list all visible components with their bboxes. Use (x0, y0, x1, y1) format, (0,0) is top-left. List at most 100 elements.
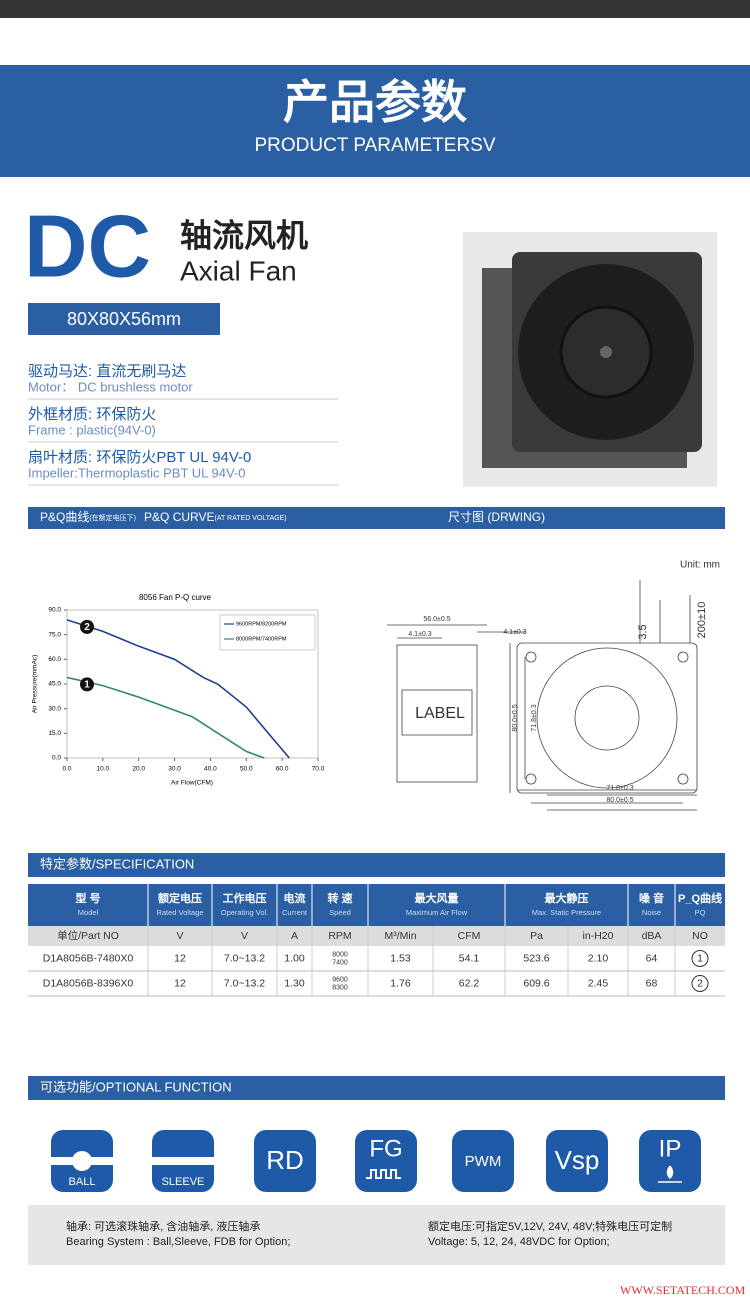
table-cell: 1.53 (390, 952, 411, 964)
table-cell: D1A8056B-8396X0 (43, 977, 134, 989)
option-label: IP (659, 1135, 682, 1162)
y-tick-label: 75.0 (48, 631, 61, 638)
table-cell: 7400 (332, 959, 348, 966)
header-en: PQ (695, 908, 706, 917)
option-ball (72, 1151, 92, 1171)
table-cell: 9600 (332, 976, 348, 983)
option-label: FG (369, 1135, 402, 1162)
note-en: Bearing System : Ball,Sleeve, FDB for Op… (66, 1236, 290, 1248)
unit-cell: CFM (458, 930, 481, 942)
table-cell: 8000 (332, 951, 348, 958)
table-cell: 64 (646, 952, 658, 964)
size: 80X80X56mm (67, 309, 181, 329)
header-cn: 额定电压 (158, 891, 202, 905)
table-cell: 54.1 (459, 952, 480, 964)
section-bar (28, 507, 725, 529)
table-cell: 2.10 (588, 952, 609, 964)
y-tick-label: 45.0 (48, 681, 61, 688)
x-tick-label: 0.0 (62, 766, 71, 773)
note-cn: 额定电压:可指定5V,12V, 24V, 48V;特殊电压可定制 (428, 1219, 672, 1233)
x-tick-label: 50.0 (240, 766, 253, 773)
x-axis-label: Air Flow(CFM) (171, 780, 213, 787)
spec-cn: 扇叶材质: 环保防火PBT UL 94V-0 (28, 449, 251, 466)
curve-title: P&Q曲线(在额定电压下) P&Q CURVE(AT RATED VOLTAGE) (40, 510, 287, 524)
spec-title: 特定参数/SPECIFICATION (40, 856, 194, 871)
header-cn: 型 号 (75, 891, 100, 905)
table-cell: 2 (697, 977, 703, 989)
dim-hole-width: 71.8±0.3 (606, 785, 633, 792)
page-title: 产品参数 (283, 76, 467, 128)
unit-cell: V (241, 930, 248, 942)
header-en: Speed (329, 908, 351, 917)
spec-bar (28, 853, 725, 877)
option-drop (658, 1165, 682, 1183)
y-axis-label: Air Pressure(mmAc) (32, 655, 39, 714)
spec-cn: 外框材质: 环保防火 (28, 406, 156, 423)
y-tick-label: 0.0 (52, 755, 61, 762)
header-en: Noise (642, 908, 661, 917)
product-name-en: Axial Fan (180, 255, 297, 286)
unit-cell: A (291, 930, 298, 942)
option-label: Vsp (555, 1145, 600, 1175)
option-icon (254, 1130, 316, 1192)
top-bar (0, 0, 750, 18)
header-en: Model (78, 908, 99, 917)
header-cn: 最大风量 (415, 891, 459, 905)
option-label: SLEEVE (162, 1176, 205, 1188)
table-cell: 1.30 (284, 977, 305, 989)
header-en: Maximum Air Flow (406, 908, 468, 917)
series-line (66, 676, 265, 759)
table-cell: 2.45 (588, 977, 609, 989)
option-icon (452, 1130, 514, 1192)
table-cell: 1.76 (390, 977, 411, 989)
chart-title: 8056 Fan P-Q curve (139, 593, 212, 602)
dim-offset-right: 4.1±0.3 (503, 629, 526, 636)
header-en: Max. Static Pressure (532, 908, 601, 917)
header-cn: 工作电压 (223, 891, 267, 905)
label-plate: LABEL (415, 705, 465, 722)
y-tick-label: 30.0 (48, 705, 61, 712)
unit: Unit: mm (680, 560, 720, 571)
x-tick-label: 30.0 (168, 766, 181, 773)
option-icon (639, 1130, 701, 1192)
x-tick-label: 40.0 (204, 766, 217, 773)
banner (0, 65, 750, 177)
header-en: Rated Voltage (156, 908, 203, 917)
table-cell: 7.0~13.2 (224, 977, 265, 989)
spec-en: Impeller:Thermoplastic PBT UL 94V-0 (28, 465, 245, 480)
spec-en: Frame : plastic(94V-0) (28, 422, 156, 437)
dim-offset-left: 4.1±0.3 (408, 631, 431, 638)
table-cell: 12 (174, 977, 186, 989)
dim-lead-gap: 3.5 (637, 624, 649, 639)
curve-en-note: (AT RATED VOLTAGE) (214, 515, 286, 522)
header-cn: 噪 音 (639, 891, 664, 905)
series-badge (80, 619, 94, 634)
option-label: RD (266, 1145, 304, 1175)
x-tick-label: 60.0 (276, 766, 289, 773)
header-cn: 最大静压 (545, 891, 589, 905)
unit-cell: V (176, 930, 183, 942)
unit-cell: NO (692, 930, 708, 942)
drawing-title: 尺寸图 (DRWING) (448, 510, 545, 524)
unit-cell: dBA (642, 930, 662, 942)
header-cn: P_Q曲线 (678, 891, 722, 905)
pq-circle (691, 975, 709, 992)
product-name-cn: 轴流风机 (180, 217, 308, 253)
dimension-drawing (387, 580, 698, 811)
x-tick-label: 10.0 (97, 766, 110, 773)
option-band (152, 1157, 214, 1165)
y-tick-label: 15.0 (48, 730, 61, 737)
spec-en: Motor： DC brushless motor (28, 379, 193, 394)
option-label: BALL (69, 1176, 96, 1188)
series-badge (80, 677, 94, 692)
unit-cell: in-H20 (583, 930, 614, 942)
curve-en: P&Q CURVE (144, 510, 214, 524)
legend-box (219, 614, 316, 651)
x-tick-label: 70.0 (312, 766, 325, 773)
x-tick-label: 20.0 (132, 766, 145, 773)
brand: DC (24, 196, 151, 295)
table-cell: 1 (697, 952, 703, 964)
header-cn: 电流 (284, 891, 306, 905)
units-bg (28, 926, 725, 946)
